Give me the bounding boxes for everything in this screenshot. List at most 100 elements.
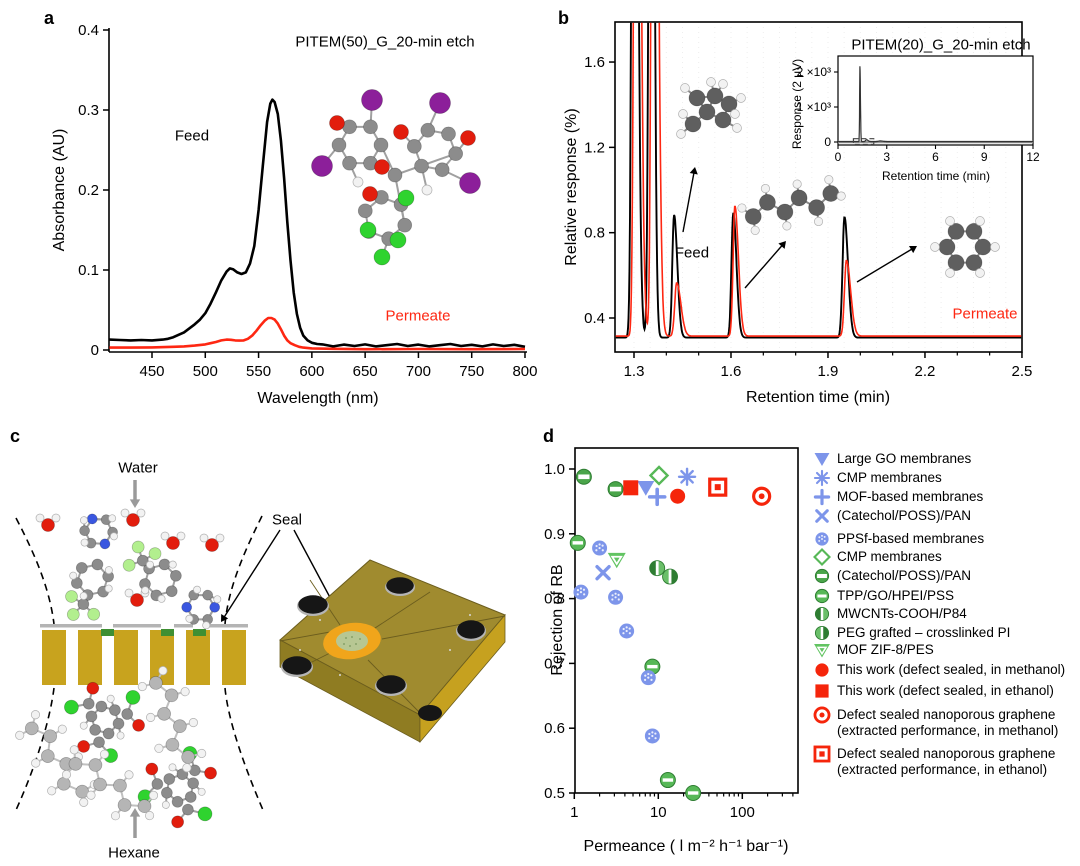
svg-text:700: 700 bbox=[406, 363, 431, 380]
water-label: Water bbox=[118, 459, 158, 477]
panel-b-label: b bbox=[558, 8, 569, 28]
svg-text:750: 750 bbox=[459, 363, 484, 380]
legend-item-tpp: TPP/GO/HPEI/PSS bbox=[814, 588, 954, 604]
svg-text:0.4: 0.4 bbox=[78, 22, 99, 39]
legend-item-dsng_etoh: Defect sealed nanoporous graphene(extrac… bbox=[813, 745, 1055, 777]
panel-b-xaxis-title: Retention time (min) bbox=[745, 389, 891, 406]
scatter-series-cmp_green bbox=[648, 465, 670, 486]
svg-text:1.9: 1.9 bbox=[818, 363, 839, 380]
cyclohexane-molecule bbox=[930, 216, 1000, 278]
svg-text:12: 12 bbox=[1026, 150, 1040, 164]
hexane-flow-arrow bbox=[129, 808, 141, 838]
hexane-molecule bbox=[61, 745, 159, 821]
scatter-series-dsng_meoh bbox=[752, 486, 772, 506]
svg-text:0: 0 bbox=[824, 135, 831, 149]
legend-item-cmp_blue: CMP membranes bbox=[813, 469, 942, 487]
scatter-plot-area: 1 10 100 0.5 0.6 0.7 0.8 0.9 1.0 bbox=[544, 447, 799, 821]
hexane-molecule bbox=[15, 710, 99, 807]
scatter-series-zif8 bbox=[607, 552, 626, 569]
graphene-layer bbox=[205, 624, 248, 628]
rose-bengal-molecule bbox=[311, 89, 481, 266]
svg-text:2 ×10³: 2 ×10³ bbox=[797, 65, 831, 79]
slab-edge-notch bbox=[418, 705, 442, 721]
svg-text:1.0: 1.0 bbox=[544, 461, 565, 478]
legend: Large GO membranes CMP membranes MOF-based… bbox=[813, 451, 1065, 777]
scatter-series-cmp_blue bbox=[677, 467, 697, 486]
svg-text:0.2: 0.2 bbox=[78, 182, 99, 199]
panel-a-title: PITEM(50)_G_20-min etch bbox=[295, 33, 475, 51]
legend-item-dsng_meoh: Defect sealed nanoporous graphene(extrac… bbox=[813, 706, 1058, 738]
svg-text:9: 9 bbox=[981, 150, 988, 164]
scatter-series-large_go bbox=[637, 480, 655, 496]
hexane-molecule bbox=[137, 666, 207, 773]
legend-item-mof: MOF-based membranes bbox=[813, 488, 984, 506]
svg-text:0.8: 0.8 bbox=[544, 591, 565, 608]
legend-item-this_meoh: This work (defect sealed, in methanol) bbox=[815, 662, 1065, 677]
legend-item-catechol_green: (Catechol/POSS)/PAN bbox=[814, 568, 971, 584]
graphene-layer bbox=[113, 624, 161, 628]
svg-text:500: 500 bbox=[193, 363, 218, 380]
amine-monomer-molecule bbox=[122, 540, 222, 630]
scatter-series-peg bbox=[662, 568, 678, 585]
svg-text:1: 1 bbox=[570, 804, 578, 821]
scatter-series-dsng_etoh bbox=[708, 477, 728, 497]
svg-text:CMP membranes: CMP membranes bbox=[837, 470, 942, 485]
gc-permeate-curve bbox=[615, 22, 1022, 337]
graphene-layer bbox=[174, 624, 193, 628]
svg-text:600: 600 bbox=[299, 363, 324, 380]
svg-text:0.5: 0.5 bbox=[544, 785, 565, 802]
svg-text:PPSf-based membranes: PPSf-based membranes bbox=[837, 531, 984, 546]
legend-item-peg: PEG grafted – crosslinked PI bbox=[814, 625, 1010, 641]
legend-item-catechol_blue: (Catechol/POSS)/PAN bbox=[815, 508, 971, 523]
svg-text:6: 6 bbox=[932, 150, 939, 164]
water-molecule bbox=[35, 513, 61, 532]
svg-text:Defect sealed nanoporous graph: Defect sealed nanoporous graphene bbox=[837, 707, 1055, 722]
svg-text:1.6: 1.6 bbox=[721, 363, 742, 380]
svg-text:MOF-based membranes: MOF-based membranes bbox=[837, 489, 984, 504]
legend-item-mwcnt: MWCNTs-COOH/P84 bbox=[814, 606, 967, 622]
uvvis-permeate-curve bbox=[109, 316, 526, 351]
flow-cell-dashed-boundary bbox=[15, 515, 264, 811]
panel-c-label: c bbox=[10, 426, 21, 446]
sealed-graphene-slab bbox=[279, 559, 506, 744]
gc-chart: 1.3 1.6 1.9 2.2 2.5 0.4 0.8 1.2 1.6 0 3 6 9 12 0 1 ×10³… bbox=[584, 21, 1040, 380]
svg-text:3: 3 bbox=[883, 150, 890, 164]
seal-label: Seal bbox=[271, 511, 303, 529]
svg-text:0.1: 0.1 bbox=[78, 262, 99, 279]
svg-text:Defect sealed nanoporous graph: Defect sealed nanoporous graphene bbox=[837, 746, 1055, 761]
seal-patch bbox=[193, 629, 206, 636]
svg-text:0.4: 0.4 bbox=[584, 310, 605, 327]
uvvis-plot-area: 450 500 550 600 650 700 750 800 0 0.1 0.2 0.3 0.4 bbox=[78, 22, 537, 380]
acyl-chloride-monomer-molecule bbox=[137, 746, 217, 829]
uvvis-feed-curve bbox=[109, 98, 526, 349]
svg-text:0.8: 0.8 bbox=[584, 225, 605, 242]
svg-text:0: 0 bbox=[91, 342, 99, 359]
panel-b-yaxis-title: Relative response (%) bbox=[563, 108, 580, 266]
panel-b-permeate-annotation: Permeate bbox=[952, 305, 1018, 323]
svg-text:TPP/GO/HPEI/PSS: TPP/GO/HPEI/PSS bbox=[837, 588, 954, 603]
uvvis-chart: 450 500 550 600 650 700 750 800 0 0.1 0.2 0.3 0.4 bbox=[78, 22, 537, 380]
panel-b-feed-annotation: Feed bbox=[674, 244, 710, 262]
svg-text:This work (defect sealed, in e: This work (defect sealed, in ethanol) bbox=[837, 683, 1054, 698]
water-molecule bbox=[160, 531, 186, 550]
panel-a-xaxis-title: Wavelength (nm) bbox=[257, 390, 379, 407]
scatter-series-this_etoh bbox=[623, 480, 639, 496]
panel-b-title: PITEM(20)_G_20-min etch bbox=[851, 36, 1031, 54]
panel-a-permeate-annotation: Permeate bbox=[385, 307, 451, 325]
svg-text:(Catechol/POSS)/PAN: (Catechol/POSS)/PAN bbox=[837, 508, 971, 523]
water-molecule bbox=[120, 508, 146, 527]
panel-d-label: d bbox=[543, 426, 554, 446]
svg-text:0.3: 0.3 bbox=[78, 102, 99, 119]
svg-text:PEG grafted – crosslinked PI: PEG grafted – crosslinked PI bbox=[837, 625, 1010, 640]
legend-item-ppsf: PPSf-based membranes bbox=[815, 531, 984, 546]
svg-text:2.5: 2.5 bbox=[1012, 363, 1033, 380]
branched-alkane-molecule bbox=[676, 77, 746, 139]
gc-peak-arrows bbox=[682, 167, 917, 289]
scatter-series-mwcnt bbox=[649, 560, 666, 577]
legend-item-zif8: MOF ZIF-8/PES bbox=[814, 642, 934, 658]
legend-item-cmp_green: CMP membranes bbox=[813, 548, 942, 566]
svg-text:450: 450 bbox=[139, 363, 164, 380]
membrane-cross-section bbox=[40, 624, 248, 685]
svg-text:1 ×10³: 1 ×10³ bbox=[797, 100, 831, 114]
